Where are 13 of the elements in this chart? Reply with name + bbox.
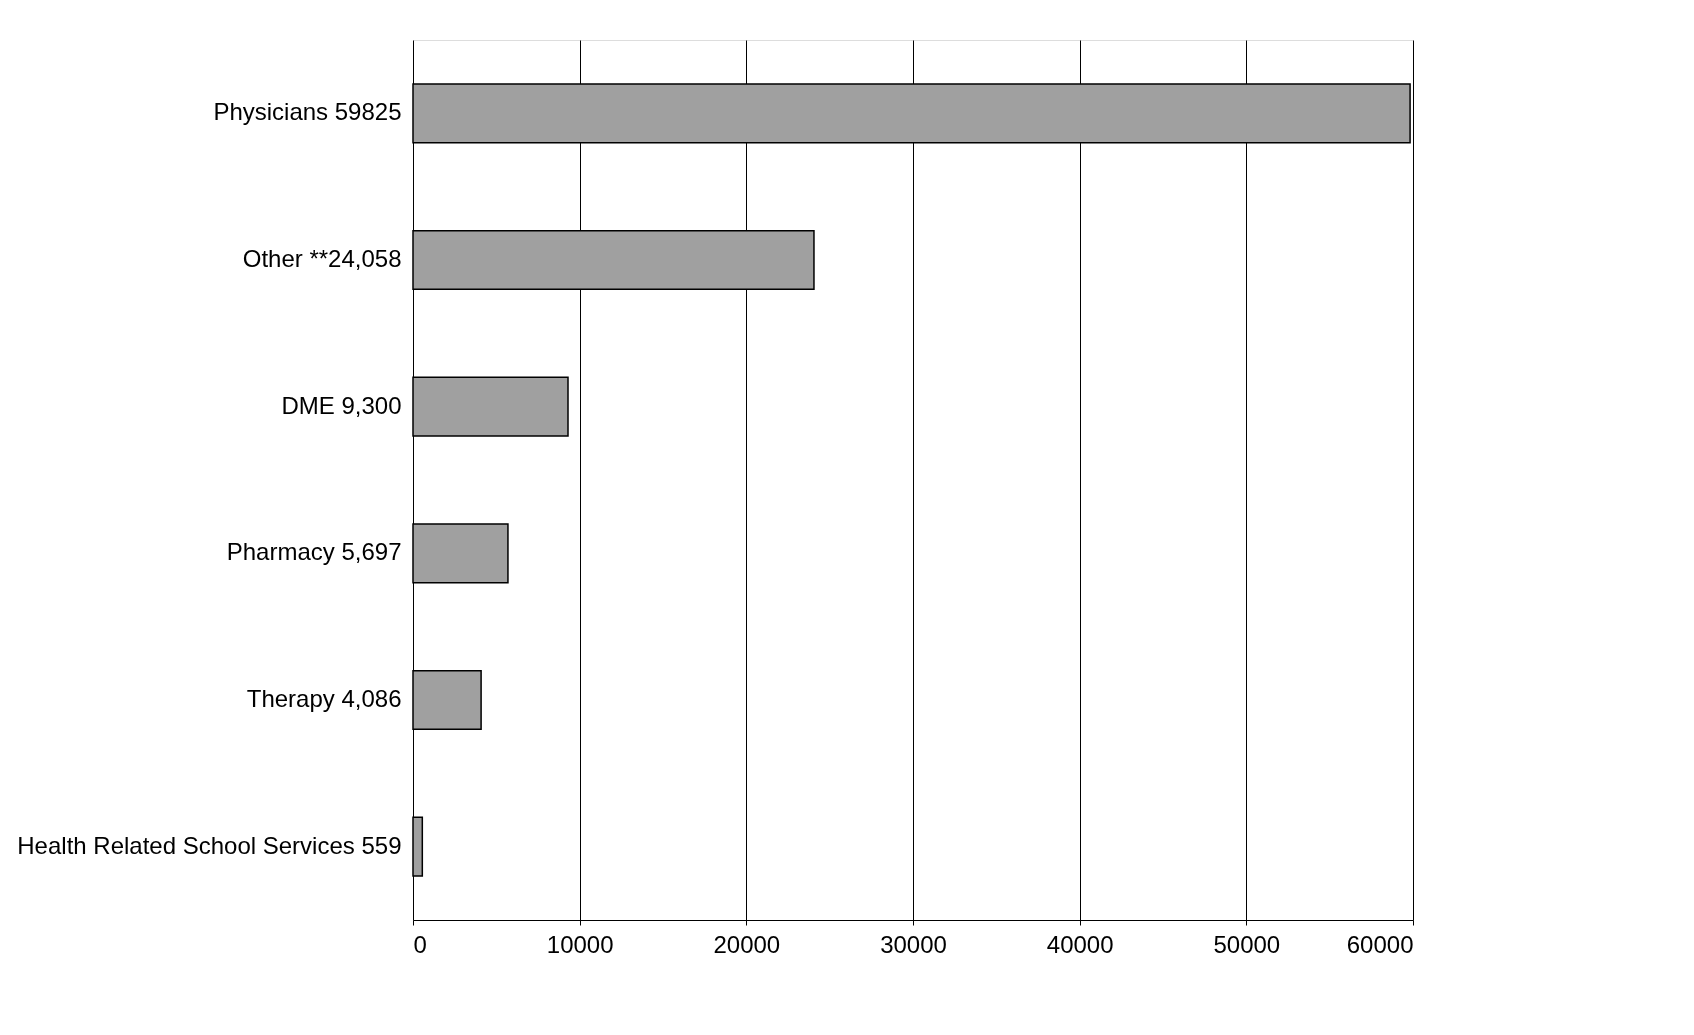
x-tick-label: 10000 — [546, 930, 614, 958]
x-tick-label: 30000 — [880, 930, 947, 958]
y-tick-label: Pharmacy 5,697 — [226, 538, 402, 566]
y-tick-label: Other **24,058 — [242, 245, 402, 272]
x-tick-label: 60000 — [1346, 930, 1414, 958]
y-tick-label: DME 9,300 — [281, 391, 402, 419]
x-tick-label: 0 — [413, 930, 427, 958]
y-tick-label: Health Related School Services 559 — [17, 831, 402, 859]
y-tick-label: Physicians 59825 — [213, 98, 402, 126]
x-tick-label: 50000 — [1213, 930, 1281, 958]
x-tick-label: 20000 — [713, 930, 781, 958]
x-tick-label: 40000 — [1046, 930, 1114, 958]
y-tick-label: Therapy 4,086 — [246, 685, 402, 712]
